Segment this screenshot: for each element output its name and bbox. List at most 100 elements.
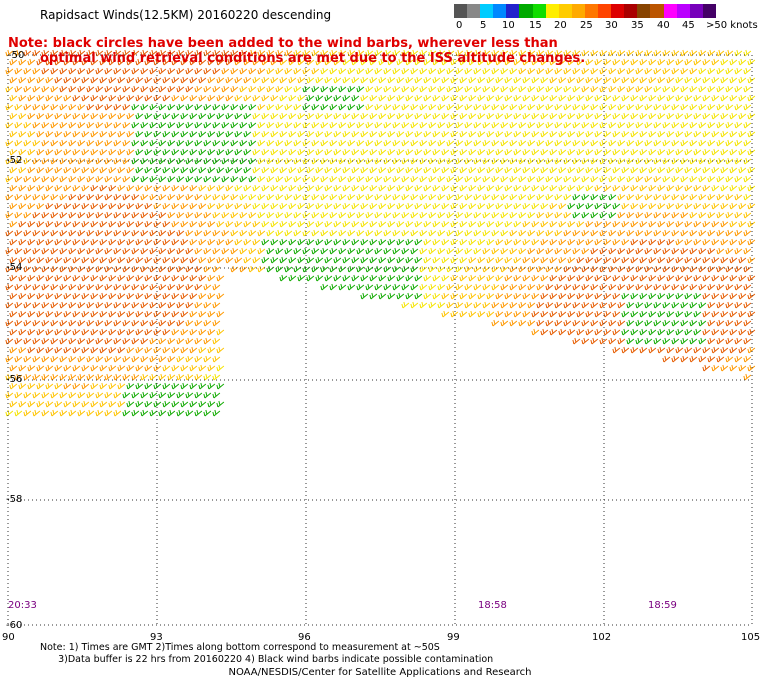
wind-barb — [99, 94, 108, 102]
wind-barb — [455, 229, 464, 237]
wind-barb — [536, 67, 545, 75]
wind-barb — [144, 346, 153, 354]
wind-barb — [248, 211, 257, 219]
wind-barb — [311, 67, 320, 75]
wind-barb — [45, 274, 54, 282]
wind-barb — [662, 157, 671, 165]
wind-barb — [27, 364, 36, 372]
wind-barb — [329, 265, 338, 273]
wind-barb — [356, 229, 365, 237]
wind-barb — [702, 94, 711, 102]
wind-barb — [176, 319, 185, 327]
wind-barb — [257, 193, 266, 201]
colorbar-label: 40 — [657, 20, 670, 31]
wind-barb — [18, 364, 27, 372]
wind-barb — [104, 85, 113, 93]
wind-barb — [342, 112, 351, 120]
wind-barb — [14, 121, 23, 129]
wind-barb — [347, 247, 356, 255]
wind-barb — [549, 184, 558, 192]
wind-barb — [99, 328, 108, 336]
wind-barb — [369, 112, 378, 120]
wind-barb — [743, 175, 752, 183]
wind-barb — [729, 184, 738, 192]
wind-barb — [131, 211, 140, 219]
wind-barb — [63, 346, 72, 354]
wind-barb — [126, 130, 135, 138]
wind-barb — [513, 76, 522, 84]
wind-barb — [576, 274, 585, 282]
wind-barb — [473, 103, 482, 111]
wind-barb — [95, 265, 104, 273]
wind-barb — [212, 139, 221, 147]
wind-barb — [509, 265, 518, 273]
wind-barb — [378, 292, 387, 300]
wind-barb — [45, 400, 54, 408]
wind-barb — [284, 247, 293, 255]
wind-barb — [540, 274, 549, 282]
wind-barb — [576, 94, 585, 102]
wind-barb — [698, 229, 707, 237]
wind-barb — [473, 301, 482, 309]
wind-barb — [657, 310, 666, 318]
colorbar-segment — [637, 4, 651, 18]
wind-barb — [225, 76, 234, 84]
wind-barb — [617, 319, 626, 327]
wind-barb — [473, 247, 482, 255]
wind-barb — [135, 166, 144, 174]
wind-barb — [612, 274, 621, 282]
wind-barb — [18, 76, 27, 84]
wind-barb — [675, 274, 684, 282]
wind-barb — [36, 148, 45, 156]
wind-barb — [518, 319, 527, 327]
wind-barb — [243, 148, 252, 156]
wind-barb — [684, 238, 693, 246]
wind-barb — [549, 76, 558, 84]
wind-barb — [369, 220, 378, 228]
wind-barb — [729, 112, 738, 120]
wind-barb — [441, 94, 450, 102]
wind-barb — [122, 193, 131, 201]
wind-barb — [419, 85, 428, 93]
wind-barb — [423, 166, 432, 174]
wind-barb — [621, 274, 630, 282]
wind-barb — [396, 148, 405, 156]
wind-barb — [500, 121, 509, 129]
wind-barb — [680, 103, 689, 111]
wind-barb — [266, 139, 275, 147]
wind-barb — [113, 103, 122, 111]
wind-barb — [360, 130, 369, 138]
wind-barb — [387, 202, 396, 210]
wind-barb — [423, 274, 432, 282]
wind-barb — [153, 310, 162, 318]
wind-barb — [459, 130, 468, 138]
wind-barb — [675, 202, 684, 210]
wind-barb — [576, 58, 585, 66]
wind-barb — [207, 328, 216, 336]
wind-barb — [36, 346, 45, 354]
wind-barb — [621, 310, 630, 318]
wind-barb — [257, 67, 266, 75]
wind-barb — [72, 130, 81, 138]
wind-barb — [617, 157, 626, 165]
wind-barb — [315, 58, 324, 66]
wind-barb — [486, 256, 495, 264]
wind-barb — [698, 175, 707, 183]
wind-barb — [446, 85, 455, 93]
wind-barb — [81, 202, 90, 210]
wind-barb — [108, 292, 117, 300]
wind-barb — [734, 355, 743, 363]
wind-barb — [266, 265, 275, 273]
wind-barb — [117, 238, 126, 246]
wind-barb — [302, 85, 311, 93]
wind-barb — [86, 391, 95, 399]
wind-barb — [131, 373, 140, 381]
wind-barb — [126, 256, 135, 264]
wind-barb — [608, 139, 617, 147]
wind-barb — [603, 58, 612, 66]
wind-barb — [221, 103, 230, 111]
wind-barb — [360, 220, 369, 228]
wind-barb — [131, 193, 140, 201]
wind-barb — [545, 121, 554, 129]
wind-barb — [608, 265, 617, 273]
